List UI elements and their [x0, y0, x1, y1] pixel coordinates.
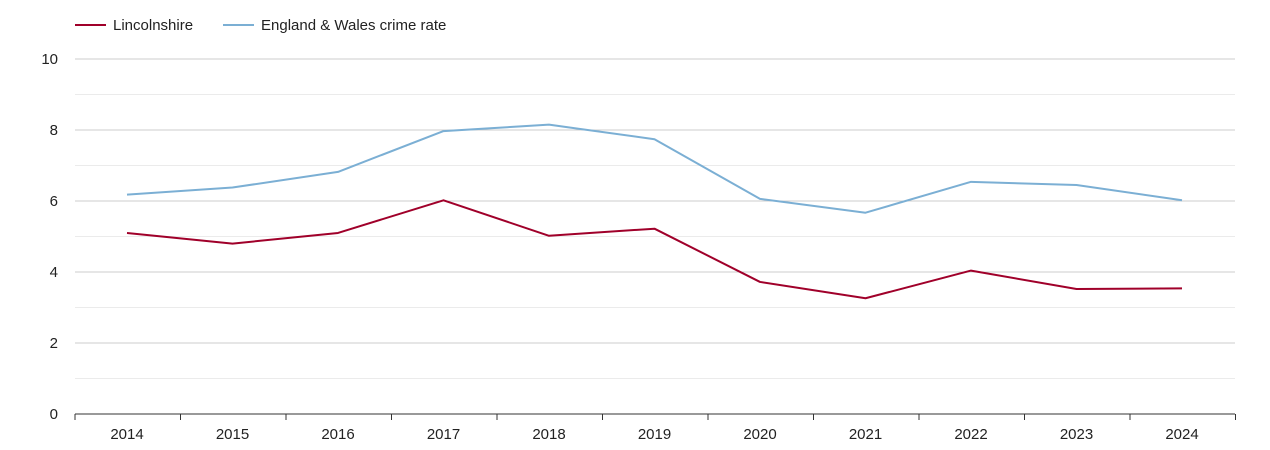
x-tick-label: 2023: [1060, 426, 1093, 443]
x-axis: 2014 2015 2016 2017 2018 2019 2020 2021 2022 2023…: [74, 413, 1236, 443]
x-tick-label: 2015: [216, 426, 249, 443]
x-tick-label: 2022: [954, 426, 987, 443]
x-tick-label: 2020: [743, 426, 776, 443]
x-tick-label: 2017: [427, 426, 460, 443]
x-tick-label: 2016: [321, 426, 354, 443]
x-tick-label: 2021: [849, 426, 882, 443]
x-tick-label: 2014: [110, 426, 143, 443]
x-tick-label: 2024: [1165, 426, 1198, 443]
legend: Lincolnshire England & Wales crime rate: [75, 17, 446, 34]
gridlines: [75, 58, 1235, 379]
y-tick-label: 8: [50, 122, 58, 139]
legend-item-lincolnshire[interactable]: Lincolnshire: [75, 17, 193, 34]
y-axis: 0 2 4 6 8 10: [41, 51, 58, 423]
legend-item-england-wales[interactable]: England & Wales crime rate: [223, 17, 446, 34]
y-tick-label: 0: [50, 406, 58, 423]
legend-label-lincolnshire: Lincolnshire: [113, 17, 193, 34]
series-line-lincolnshire[interactable]: [126, 199, 1183, 300]
y-tick-label: 2: [50, 335, 58, 352]
y-tick-label: 4: [50, 264, 58, 281]
series-line-england-wales-crime-rate[interactable]: [126, 123, 1183, 214]
x-tick-label: 2018: [532, 426, 565, 443]
y-tick-label: 6: [50, 193, 58, 210]
x-tick-label: 2019: [638, 426, 671, 443]
legend-label-england-wales: England & Wales crime rate: [261, 17, 446, 34]
series-lines: [126, 123, 1183, 300]
y-tick-label: 10: [41, 51, 58, 68]
